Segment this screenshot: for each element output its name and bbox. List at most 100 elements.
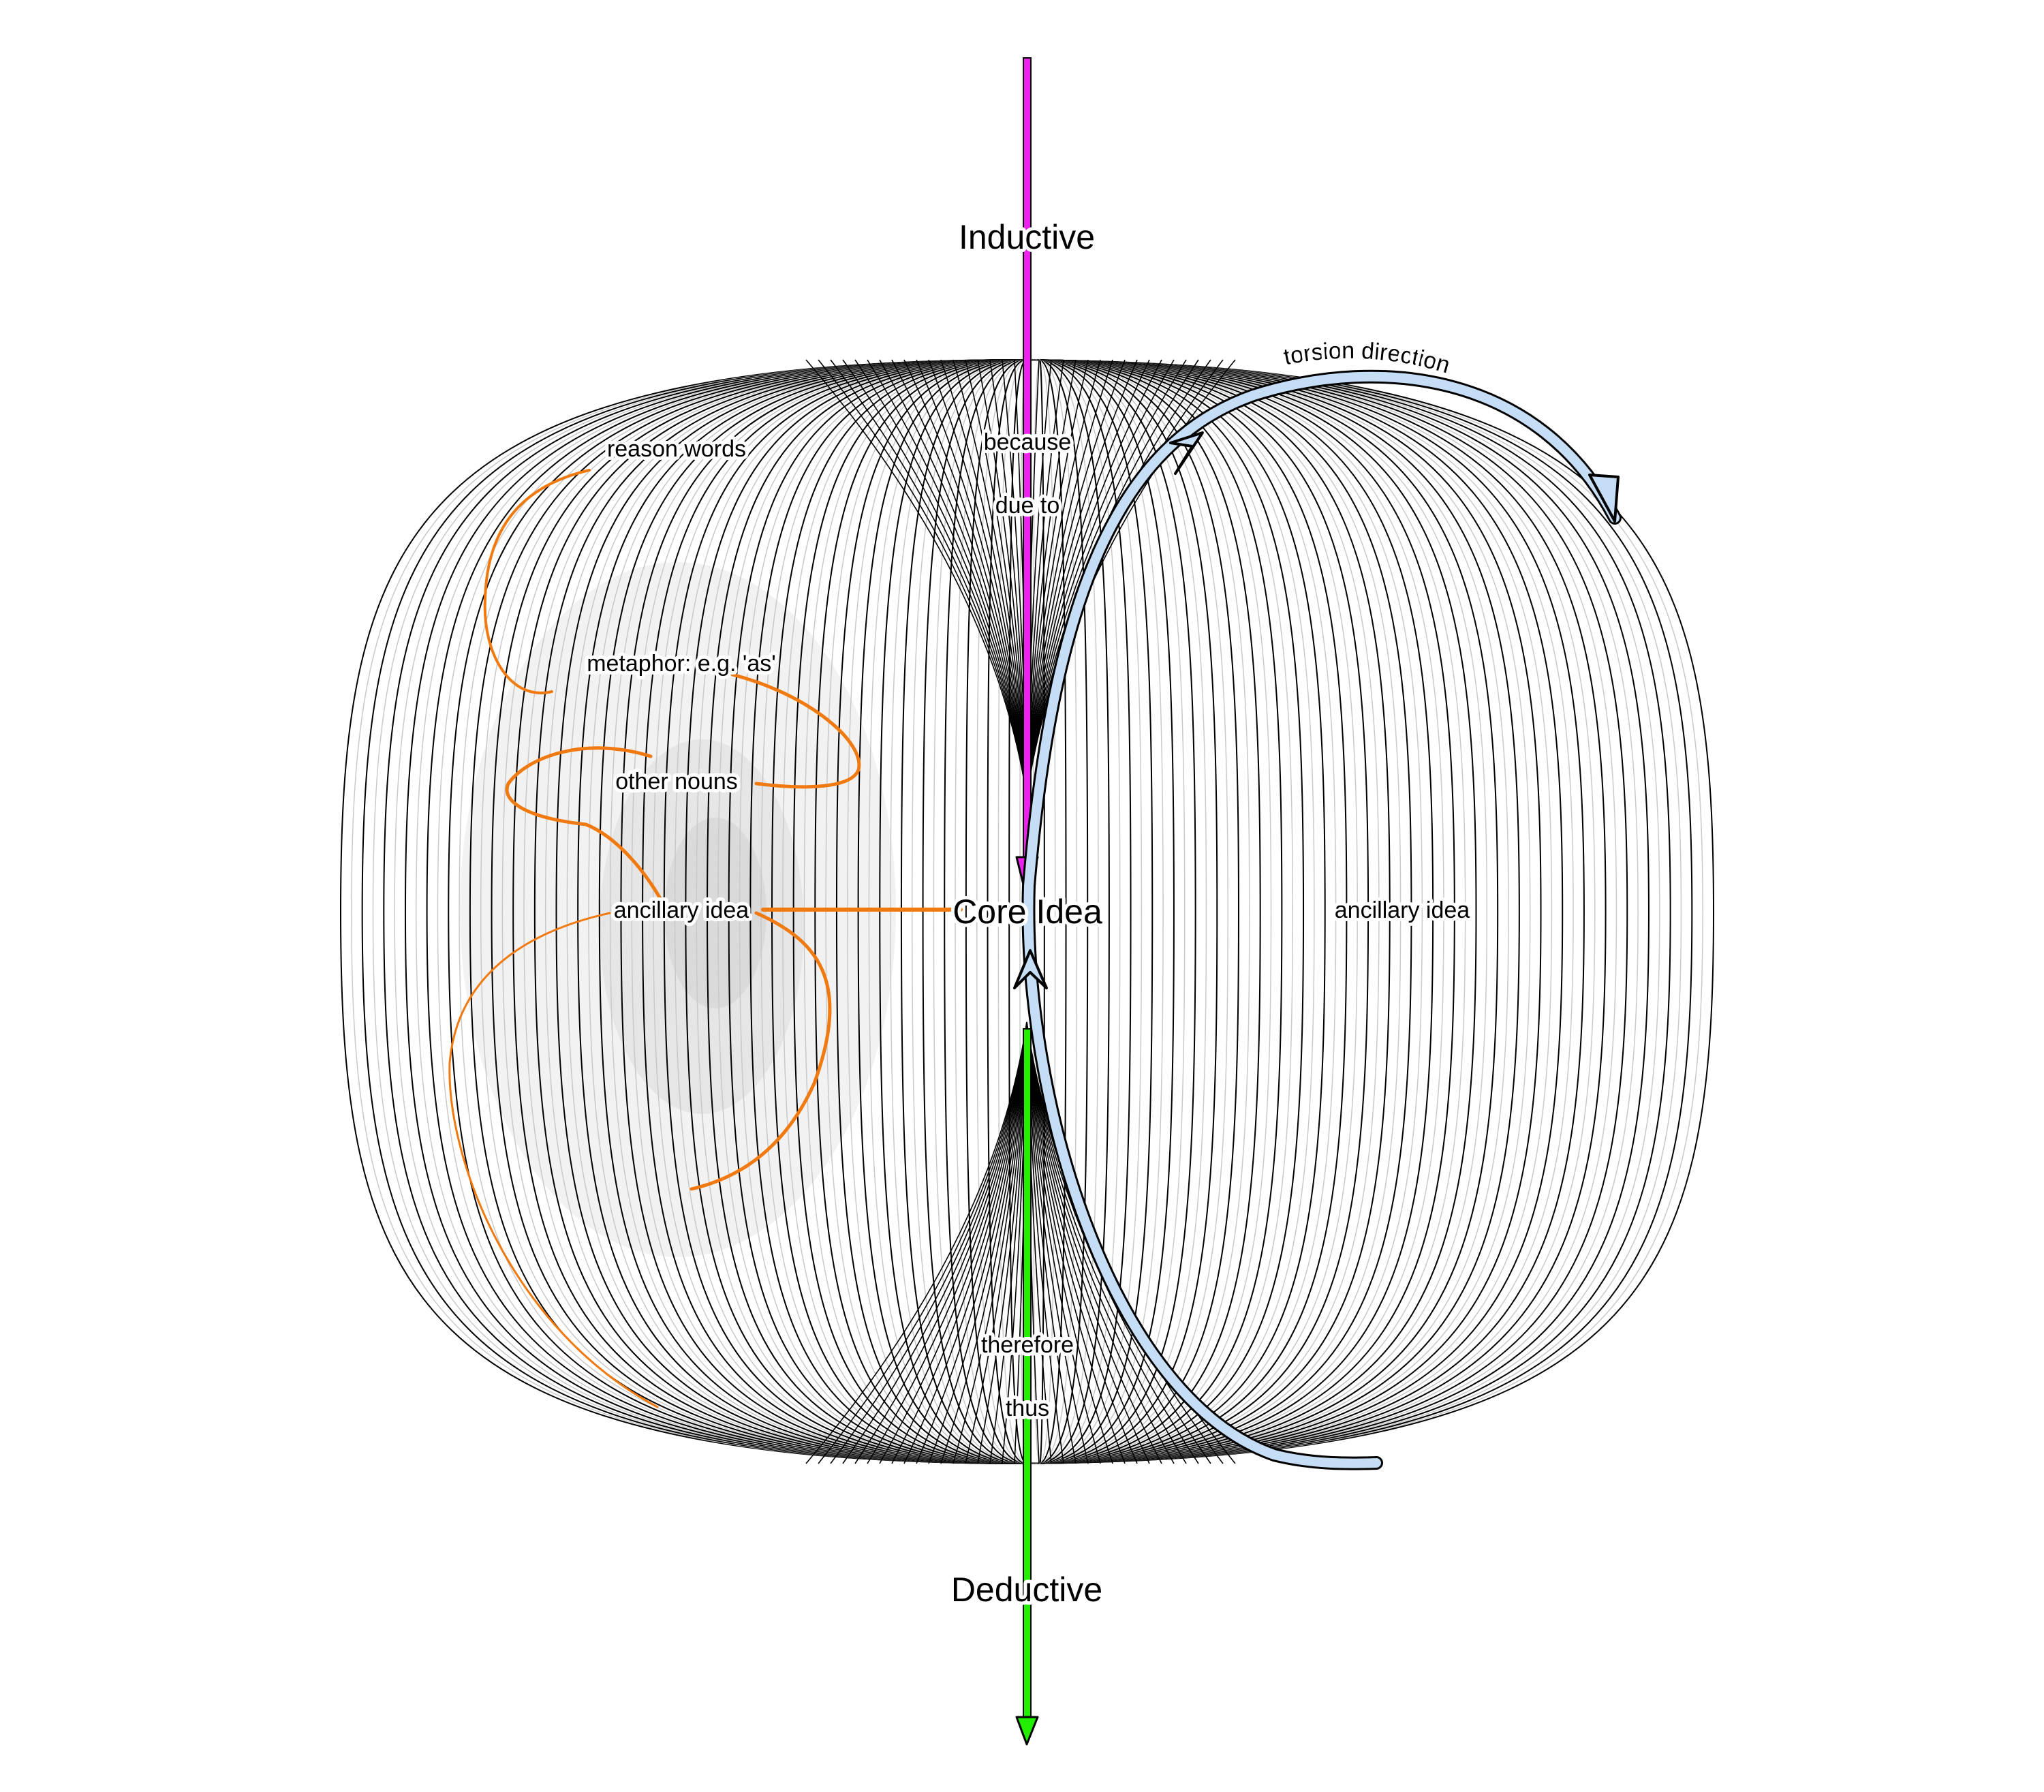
torus-ring-left xyxy=(653,359,1027,1464)
connector-because: because xyxy=(984,429,1072,455)
torus-ring-left xyxy=(707,359,1027,1464)
spindle-line-bottom xyxy=(916,1021,1027,1464)
spindle-line-top xyxy=(903,359,1027,798)
spindle-line-top xyxy=(805,359,1027,798)
torus-ring-left xyxy=(620,359,1027,1464)
torus-ring-left xyxy=(437,359,1027,1464)
deductive-shaft xyxy=(1023,1028,1032,1719)
metaphor-label: metaphor: e.g. 'as' xyxy=(587,651,776,677)
spindle-line-bottom xyxy=(830,1021,1027,1464)
torus-ring-left xyxy=(566,359,1027,1464)
torus-ring-right xyxy=(1008,359,1564,1464)
torus-ring-left xyxy=(533,359,1027,1464)
spindle-line-top xyxy=(1026,359,1162,798)
deductive-arrowhead xyxy=(1015,1716,1039,1746)
spindle-line-bottom xyxy=(1026,1021,1199,1464)
torus-ring-right xyxy=(1004,359,1639,1464)
torus-ring-right xyxy=(1010,359,1531,1464)
torus-ring-right xyxy=(1016,359,1434,1464)
torus-ring-right xyxy=(1018,359,1402,1464)
other-nouns-label: other nouns xyxy=(615,769,738,794)
spindle-line-top xyxy=(830,359,1027,798)
spindle-line-top xyxy=(854,359,1027,798)
torus-ring-right xyxy=(1019,359,1391,1464)
torsion-arrow xyxy=(1013,369,1622,1470)
torus-ring-right xyxy=(1012,359,1499,1464)
torus-ring-left xyxy=(416,359,1027,1464)
torus-ring-right xyxy=(1001,359,1682,1464)
torus-ring-right xyxy=(1032,359,1175,1464)
torus-ring-left xyxy=(1008,359,1027,1464)
torsion-arrowhead-end xyxy=(1588,474,1620,523)
spindle-line-bottom xyxy=(854,1021,1027,1464)
spindle-line-top xyxy=(1026,359,1113,798)
spindle-line-top xyxy=(1026,359,1187,798)
torus-ring-left xyxy=(588,359,1027,1464)
core-idea-label: Core Idea xyxy=(953,893,1102,931)
torus-ring-left xyxy=(749,359,1027,1464)
spindle-line-bottom xyxy=(1026,1021,1138,1464)
torus-ring-left xyxy=(577,359,1027,1464)
torsion-arrowhead-up xyxy=(1169,431,1204,475)
spindle-line-bottom xyxy=(903,1021,1027,1464)
torus-ring-right xyxy=(1003,359,1650,1464)
torus-ring-left xyxy=(544,359,1027,1464)
torus-ring-right xyxy=(1036,359,1110,1464)
torus-ring-left xyxy=(523,359,1027,1464)
spindle-line-top xyxy=(1026,359,1126,798)
torus-ring-left xyxy=(997,359,1027,1464)
torus-ring-left xyxy=(459,359,1027,1464)
orange-flow-lines xyxy=(448,469,963,1408)
torus-ring-left xyxy=(448,359,1027,1464)
torus-ring-right xyxy=(1033,359,1153,1464)
torus-ring-right xyxy=(1034,359,1132,1464)
torus-ring-left xyxy=(631,359,1027,1464)
torsion-arrowhead-center xyxy=(1013,949,1048,989)
torus-ring-right xyxy=(1032,359,1164,1464)
torus-ring-right xyxy=(1017,359,1412,1464)
spindle-line-top xyxy=(1026,359,1150,798)
torus-ring-right xyxy=(1021,359,1348,1464)
orange-curve-nouns xyxy=(505,746,666,908)
spindle-line-bottom xyxy=(953,1021,1027,1464)
torus-ring-left xyxy=(642,359,1027,1464)
torus-ring-right xyxy=(1000,359,1693,1464)
spindle-line-top xyxy=(867,359,1027,798)
torus-ring-right xyxy=(1012,359,1488,1464)
torus-ring-right xyxy=(1031,359,1186,1464)
torus-ring-right xyxy=(1013,359,1477,1464)
torus-ring-right xyxy=(1015,359,1444,1464)
spindle-line-bottom xyxy=(1026,1021,1175,1464)
spindle-line-bottom xyxy=(1026,1021,1126,1464)
torus-ring-left xyxy=(480,359,1027,1464)
spindle-line-top xyxy=(842,359,1027,798)
orange-curve-metaphor xyxy=(730,673,861,789)
spindle-line-bottom xyxy=(1026,1021,1113,1464)
spindle-line-top xyxy=(879,359,1027,798)
torus-ring-right xyxy=(1019,359,1380,1464)
torus-ring-right xyxy=(1008,359,1574,1464)
torus-ring-left xyxy=(663,359,1027,1464)
ancillary-idea-left-label: ancillary idea xyxy=(614,897,749,923)
torus-ring-left xyxy=(598,359,1027,1464)
torus-ring-right xyxy=(1035,359,1121,1464)
orange-curve-ancillary-left xyxy=(448,912,659,1408)
spindle-line-bottom xyxy=(891,1021,1027,1464)
torus-ring-right xyxy=(1029,359,1218,1464)
spindle-line-top xyxy=(940,359,1027,798)
torus-ring-left xyxy=(491,359,1027,1464)
torus-ring-right xyxy=(1000,359,1703,1464)
orange-curve-reason xyxy=(483,469,591,694)
torus-ring-right xyxy=(1038,359,1056,1464)
orange-curve-ancillary-right xyxy=(690,911,832,1191)
torus-ring-left xyxy=(739,359,1027,1464)
torus-ring-right xyxy=(1038,359,1078,1464)
spindle-line-bottom xyxy=(1026,1021,1150,1464)
spindle-line-top xyxy=(916,359,1027,798)
torus-ring-right xyxy=(1015,359,1455,1464)
reason-words-label: reason words xyxy=(607,436,746,462)
torus-ring-right xyxy=(1002,359,1671,1464)
spindle-line-top xyxy=(928,359,1027,798)
connector-thus: thus xyxy=(1006,1395,1049,1421)
torus-ring-right xyxy=(1026,359,1272,1464)
